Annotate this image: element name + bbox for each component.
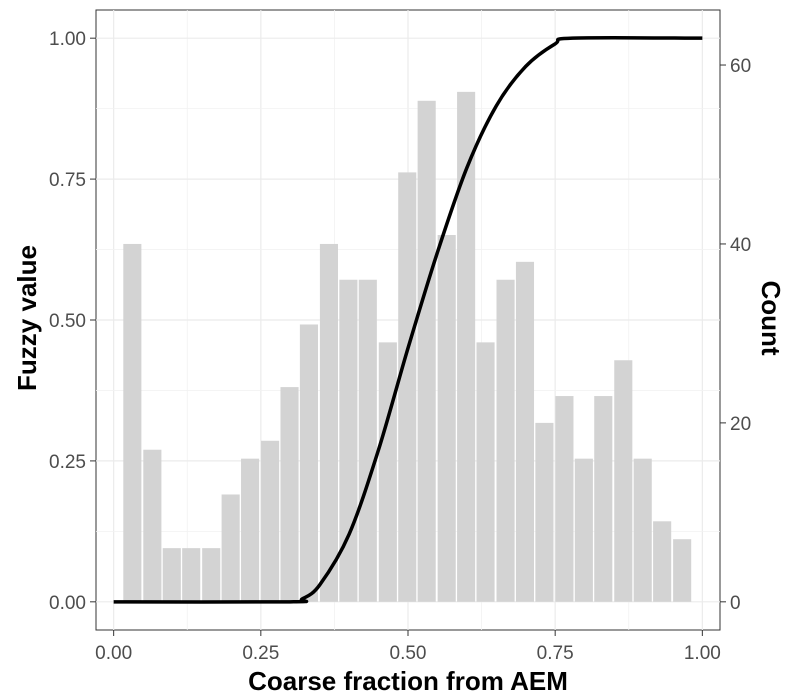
fuzzy-curve xyxy=(113,36,703,604)
histogram-bar xyxy=(319,243,339,602)
histogram-bar xyxy=(476,342,495,602)
y-axis-tick-labels: 0.00 0.25 0.50 0.75 1.00 xyxy=(49,29,86,614)
histogram-bar xyxy=(673,539,692,602)
histogram-bar xyxy=(202,548,221,602)
histogram-bar xyxy=(339,279,358,602)
histogram-bar xyxy=(496,279,515,602)
histogram-bar xyxy=(143,449,162,602)
x-tick-label: 0.75 xyxy=(537,643,574,664)
histogram-bar xyxy=(299,324,318,602)
axis-ticks xyxy=(90,37,726,636)
histogram-bar xyxy=(162,548,181,602)
y2-axis-title: Count xyxy=(756,280,786,355)
x-tick-label: 0.00 xyxy=(95,643,132,664)
histogram-bar xyxy=(535,422,554,602)
histogram-bar xyxy=(515,261,535,602)
histogram-bar xyxy=(241,458,260,602)
y2-tick-label: 40 xyxy=(730,235,751,256)
y-tick-label: 0.50 xyxy=(49,311,86,332)
histogram-bar xyxy=(417,100,436,602)
x-tick-label: 0.50 xyxy=(390,643,427,664)
histogram-bar xyxy=(261,440,280,602)
histogram-bar xyxy=(594,396,613,602)
histogram-bar xyxy=(358,279,377,602)
histogram-bar xyxy=(280,387,299,602)
histogram-bar xyxy=(555,396,574,602)
y2-tick-label: 60 xyxy=(730,56,751,77)
y2-tick-label: 0 xyxy=(730,593,741,614)
histogram-bar xyxy=(221,494,240,602)
x-axis-title: Coarse fraction from AEM xyxy=(248,666,568,696)
histogram-bar xyxy=(398,172,417,602)
x-axis-tick-labels: 0.00 0.25 0.50 0.75 1.00 xyxy=(95,643,721,664)
histogram-bar xyxy=(378,342,397,602)
histogram-bar xyxy=(457,91,476,602)
x-tick-label: 0.25 xyxy=(242,643,279,664)
y-axis-title: Fuzzy value xyxy=(12,245,42,391)
histogram-bar xyxy=(182,548,201,602)
y2-tick-label: 20 xyxy=(730,414,751,435)
histogram-bar xyxy=(574,458,593,602)
histogram-bar xyxy=(633,458,652,602)
y2-axis-tick-labels: 0 20 40 60 xyxy=(730,56,751,614)
histogram-bar xyxy=(123,243,142,602)
y-tick-label: 1.00 xyxy=(49,29,86,50)
y-tick-label: 0.25 xyxy=(49,452,86,473)
histogram-bar xyxy=(437,235,456,602)
y-tick-label: 0.75 xyxy=(49,170,86,191)
y-tick-label: 0.00 xyxy=(49,593,86,614)
x-tick-label: 1.00 xyxy=(684,643,721,664)
histogram-bar xyxy=(653,521,672,602)
histogram-bar xyxy=(614,360,633,602)
